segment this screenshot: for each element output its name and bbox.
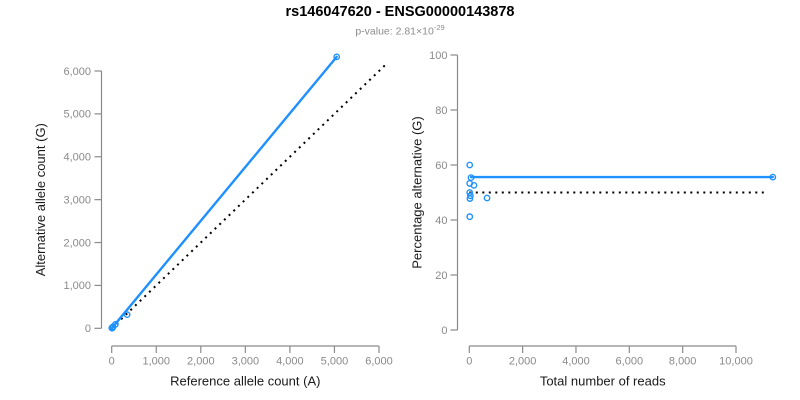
x-tick-label: 2,000 — [187, 356, 215, 368]
y-tick-label: 80 — [435, 105, 447, 117]
data-point — [123, 311, 131, 319]
data-point — [466, 192, 474, 200]
x-tick-label: 3,000 — [232, 356, 260, 368]
data-point — [111, 320, 119, 328]
x-axis-title: Reference allele count (A) — [170, 374, 320, 389]
y-tick-label: 100 — [429, 50, 447, 62]
data-point — [470, 181, 478, 189]
figure-subtitle: p-value: 2.81×10-29 — [0, 23, 800, 38]
x-tick-label: 6,000 — [365, 356, 393, 368]
fit-line — [110, 55, 338, 330]
data-point — [466, 213, 474, 221]
p-value-exponent: -29 — [433, 23, 445, 32]
x-axis-title: Total number of reads — [540, 374, 666, 389]
left-panel: 0 1,000 2,000 3,000 4,000 5,000 6,000 0 1,000 2,0… — [33, 53, 393, 389]
x-tick-label: 6,000 — [616, 356, 644, 368]
identity-line — [111, 63, 387, 330]
x-tick-label: 0 — [109, 356, 115, 368]
y-tick-label: 3,000 — [63, 194, 91, 206]
y-tick-label: 4,000 — [63, 152, 91, 164]
x-tick-label: 10,000 — [719, 356, 753, 368]
y-tick-label: 0 — [441, 325, 447, 337]
x-tick-label: 8,000 — [669, 356, 697, 368]
p-value-text: p-value: 2.81×10 — [355, 25, 434, 38]
y-tick-label: 5,000 — [63, 109, 91, 121]
y-tick-label: 60 — [435, 160, 447, 172]
y-axis-title: Percentage alternative (G) — [410, 116, 425, 268]
data-point — [769, 173, 777, 181]
y-tick-label: 0 — [85, 323, 91, 335]
right-panel: 0 20 40 60 80 100 0 2,000 4,000 6,000 8,000 10,000 T… — [410, 50, 777, 389]
data-point — [466, 195, 474, 202]
x-tick-label: 1,000 — [142, 356, 170, 368]
data-point — [466, 161, 474, 169]
data-point — [483, 194, 491, 202]
y-axis-title: Alternative allele count (G) — [33, 123, 48, 276]
x-tick-label: 2,000 — [509, 356, 537, 368]
x-tick-label: 4,000 — [276, 356, 304, 368]
figure-title: rs146047620 - ENSG00000143878 — [285, 4, 515, 20]
x-tick-label: 0 — [466, 356, 472, 368]
x-tick-label: 4,000 — [562, 356, 590, 368]
y-tick-label: 2,000 — [63, 237, 91, 249]
y-tick-label: 6,000 — [63, 66, 91, 78]
y-tick-label: 40 — [435, 215, 447, 227]
x-tick-label: 5,000 — [321, 356, 349, 368]
y-tick-label: 20 — [435, 270, 447, 282]
y-tick-label: 1,000 — [63, 280, 91, 292]
data-point — [333, 53, 341, 61]
data-point — [467, 174, 475, 182]
